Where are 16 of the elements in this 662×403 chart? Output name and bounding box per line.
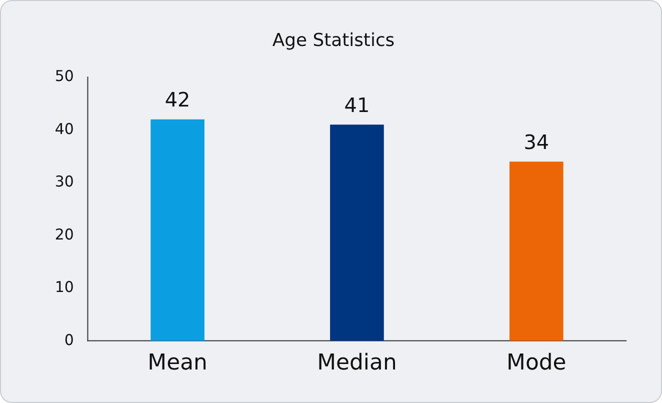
- y-tick-label: 20: [54, 225, 74, 244]
- x-tick-label: Mode: [506, 350, 566, 376]
- bar: [150, 119, 204, 341]
- data-label: 34: [524, 130, 550, 154]
- y-tick-label: 10: [54, 278, 74, 296]
- data-label: 42: [164, 88, 190, 112]
- y-tick-label: 50: [54, 67, 74, 86]
- y-tick-label: 40: [54, 120, 74, 138]
- y-tick-label: 0: [64, 330, 74, 349]
- bar: [330, 124, 384, 341]
- x-tick-label: Median: [317, 350, 397, 376]
- x-tick-label: Mean: [148, 350, 208, 376]
- chart-title: Age Statistics: [272, 30, 395, 52]
- data-label: 41: [344, 94, 370, 117]
- y-tick-label: 30: [54, 172, 74, 191]
- bar: [509, 162, 564, 341]
